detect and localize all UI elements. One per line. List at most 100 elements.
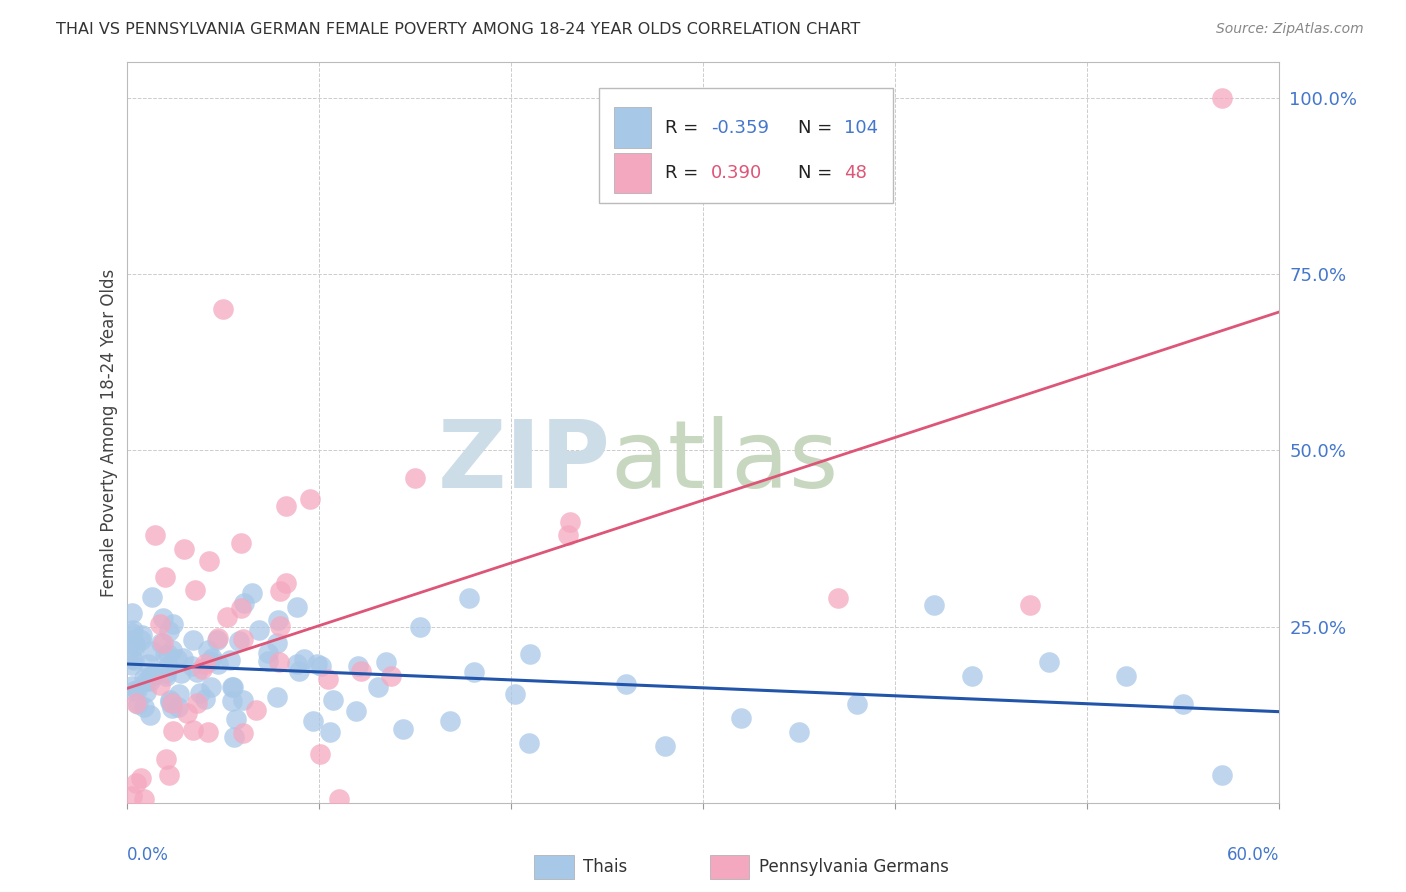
Point xyxy=(922,599,945,613)
Point xyxy=(409,619,432,633)
Point xyxy=(121,789,143,804)
Point xyxy=(240,586,263,600)
Point xyxy=(298,491,321,506)
Text: 0.0%: 0.0% xyxy=(127,846,169,863)
Point xyxy=(1038,655,1060,669)
FancyBboxPatch shape xyxy=(614,153,651,194)
Point xyxy=(827,591,849,606)
Point xyxy=(122,684,145,698)
Point xyxy=(122,623,145,637)
Point xyxy=(153,570,176,584)
Point xyxy=(217,609,239,624)
Text: Pennsylvania Germans: Pennsylvania Germans xyxy=(759,858,949,876)
Point xyxy=(232,725,254,739)
Point xyxy=(186,665,208,679)
Point xyxy=(194,657,217,671)
Point xyxy=(654,739,676,754)
Point xyxy=(344,704,367,718)
Point xyxy=(162,617,184,632)
Point xyxy=(1211,767,1233,781)
Point xyxy=(274,500,297,514)
Point xyxy=(302,714,325,728)
Point xyxy=(249,624,271,638)
Point xyxy=(160,701,183,715)
Point xyxy=(127,683,149,698)
Point xyxy=(121,657,143,672)
Point xyxy=(173,541,195,556)
Point xyxy=(309,747,332,762)
Text: 60.0%: 60.0% xyxy=(1227,846,1279,863)
Point xyxy=(152,636,174,650)
Point xyxy=(228,634,250,648)
Point xyxy=(127,697,149,711)
Point xyxy=(257,646,280,660)
Point xyxy=(221,681,243,695)
Text: Source: ZipAtlas.com: Source: ZipAtlas.com xyxy=(1216,22,1364,37)
Text: N =: N = xyxy=(797,164,838,183)
Text: R =: R = xyxy=(665,164,704,183)
Point xyxy=(125,775,148,789)
Point xyxy=(145,528,166,542)
Text: 48: 48 xyxy=(844,164,866,183)
Point xyxy=(207,657,229,672)
Point xyxy=(143,668,166,682)
Point xyxy=(132,699,155,714)
Point xyxy=(350,664,373,678)
Point xyxy=(150,636,173,650)
FancyBboxPatch shape xyxy=(614,107,651,147)
Point xyxy=(141,667,163,681)
Point xyxy=(132,671,155,685)
Point xyxy=(136,657,159,672)
Point xyxy=(172,650,194,665)
Point xyxy=(160,696,183,710)
Point xyxy=(149,678,172,692)
Point xyxy=(287,664,309,678)
Point xyxy=(198,654,221,668)
Point xyxy=(121,651,143,665)
Point xyxy=(159,624,181,638)
Point xyxy=(159,695,181,709)
Point xyxy=(269,584,291,599)
Point xyxy=(184,582,207,597)
Point xyxy=(257,654,280,668)
Point xyxy=(155,665,177,680)
Y-axis label: Female Poverty Among 18-24 Year Olds: Female Poverty Among 18-24 Year Olds xyxy=(100,268,118,597)
Point xyxy=(245,703,267,717)
Point xyxy=(205,633,228,648)
Point xyxy=(231,536,253,550)
Point xyxy=(232,692,254,706)
Point xyxy=(138,670,160,684)
Point xyxy=(157,658,180,673)
Point xyxy=(787,725,810,739)
Text: N =: N = xyxy=(797,119,838,136)
Point xyxy=(157,647,180,661)
Point xyxy=(176,706,198,720)
Point xyxy=(139,674,162,689)
Point xyxy=(186,696,208,710)
Point xyxy=(292,652,315,666)
Point xyxy=(183,632,205,647)
Point xyxy=(188,686,211,700)
Point xyxy=(380,669,402,683)
Point xyxy=(131,628,153,642)
Point xyxy=(285,657,308,672)
Point xyxy=(458,591,481,605)
Point xyxy=(305,657,328,671)
Point xyxy=(267,613,290,627)
Text: R =: R = xyxy=(665,119,704,136)
Point xyxy=(285,600,308,615)
Point xyxy=(229,600,252,615)
Point xyxy=(463,665,485,679)
Point xyxy=(121,679,143,693)
Point xyxy=(392,723,415,737)
Point xyxy=(266,690,288,704)
Point xyxy=(211,302,233,317)
Point xyxy=(180,659,202,673)
Point xyxy=(169,666,191,681)
Point xyxy=(503,687,526,701)
Point xyxy=(319,725,342,739)
Point xyxy=(845,697,868,711)
Point xyxy=(557,528,579,542)
Point xyxy=(167,687,190,701)
Point xyxy=(439,714,461,728)
